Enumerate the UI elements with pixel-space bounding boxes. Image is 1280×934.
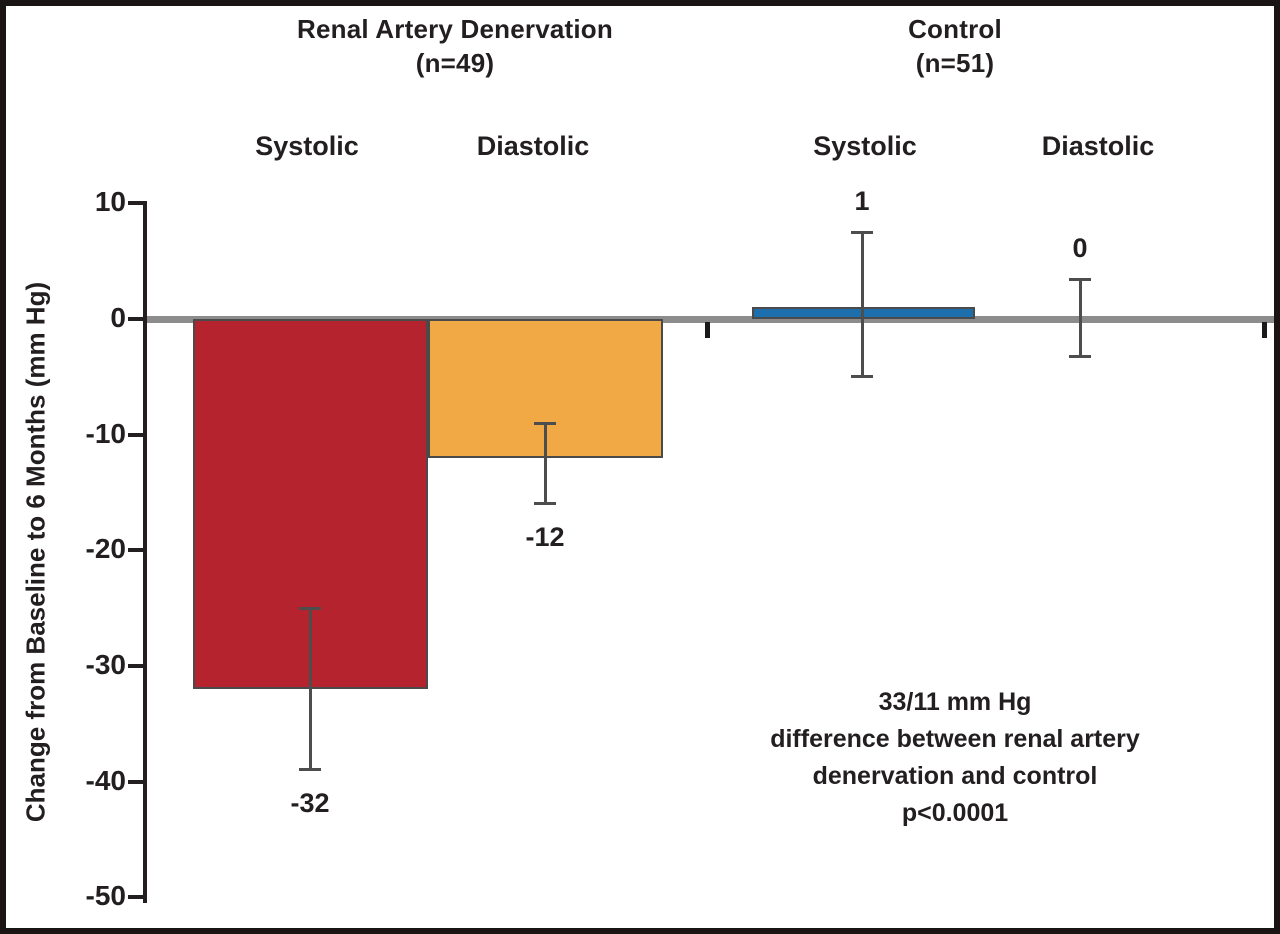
y-axis-tick bbox=[128, 895, 143, 900]
group-header-control-n: (n=51) bbox=[915, 48, 995, 78]
error-bar-renal-artery-denervation-diastolic bbox=[543, 423, 547, 505]
column-label-control-diastolic: Diastolic bbox=[1041, 131, 1155, 161]
error-bar-control-systolic bbox=[860, 232, 864, 377]
annotation-line-difference-value: 33/11 mm Hg bbox=[878, 688, 1032, 716]
y-axis-tick bbox=[128, 432, 143, 437]
y-axis-tick-label: -10 bbox=[85, 417, 126, 449]
annotation-line-p-value: p<0.0001 bbox=[901, 799, 1009, 827]
y-axis-tick-label: -20 bbox=[85, 533, 126, 565]
column-label-control-systolic: Systolic bbox=[813, 131, 917, 161]
y-axis-tick-label: -40 bbox=[85, 764, 126, 796]
baseline-tick-right-end bbox=[1262, 322, 1267, 338]
y-axis-tick bbox=[128, 201, 143, 206]
annotation-block: 33/11 mm Hg difference between renal art… bbox=[675, 684, 1235, 832]
error-bar-cap-top-control-diastolic bbox=[1069, 277, 1091, 281]
error-bar-cap-top-control-systolic bbox=[851, 231, 873, 235]
column-label-rdn-diastolic: Diastolic bbox=[476, 131, 590, 161]
group-header-control-title: Control bbox=[908, 14, 1002, 44]
error-bar-cap-bottom-control-systolic bbox=[851, 374, 873, 378]
y-axis-tick-label: 0 bbox=[110, 302, 126, 333]
y-axis-tick bbox=[128, 779, 143, 784]
bar-control-systolic bbox=[752, 307, 975, 319]
y-axis-tick-label: -30 bbox=[85, 649, 126, 680]
annotation-line-difference-desc2: denervation and control bbox=[812, 762, 1098, 790]
error-bar-control-diastolic bbox=[1078, 278, 1082, 358]
y-axis-line bbox=[143, 201, 147, 903]
group-header-rdn-title: Renal Artery Denervation bbox=[297, 14, 613, 44]
error-bar-cap-bottom-renal-artery-denervation-diastolic bbox=[534, 502, 556, 506]
error-bar-cap-top-renal-artery-denervation-diastolic bbox=[534, 422, 556, 426]
y-axis-tick bbox=[128, 317, 143, 321]
zero-baseline bbox=[143, 315, 1274, 323]
y-axis-tick-label: 10 bbox=[94, 186, 126, 218]
error-bar-cap-bottom-renal-artery-denervation-systolic bbox=[299, 768, 321, 772]
error-bar-cap-top-renal-artery-denervation-systolic bbox=[299, 607, 321, 611]
value-label-control-systolic: 1 bbox=[854, 186, 870, 217]
value-label-renal-artery-denervation-diastolic: -12 bbox=[525, 522, 565, 553]
baseline-tick-separator bbox=[705, 322, 710, 338]
value-label-control-diastolic: 0 bbox=[1072, 232, 1088, 263]
error-bar-renal-artery-denervation-systolic bbox=[308, 608, 312, 771]
y-axis-tick bbox=[128, 664, 143, 668]
value-label-renal-artery-denervation-systolic: -32 bbox=[290, 788, 330, 819]
y-axis-tick-label: -50 bbox=[85, 880, 126, 912]
error-bar-cap-bottom-control-diastolic bbox=[1069, 355, 1091, 359]
group-header-rdn-n: (n=49) bbox=[415, 48, 495, 78]
annotation-line-difference-desc1: difference between renal artery bbox=[770, 725, 1140, 753]
column-label-rdn-systolic: Systolic bbox=[255, 131, 359, 161]
y-axis-tick bbox=[128, 548, 143, 553]
